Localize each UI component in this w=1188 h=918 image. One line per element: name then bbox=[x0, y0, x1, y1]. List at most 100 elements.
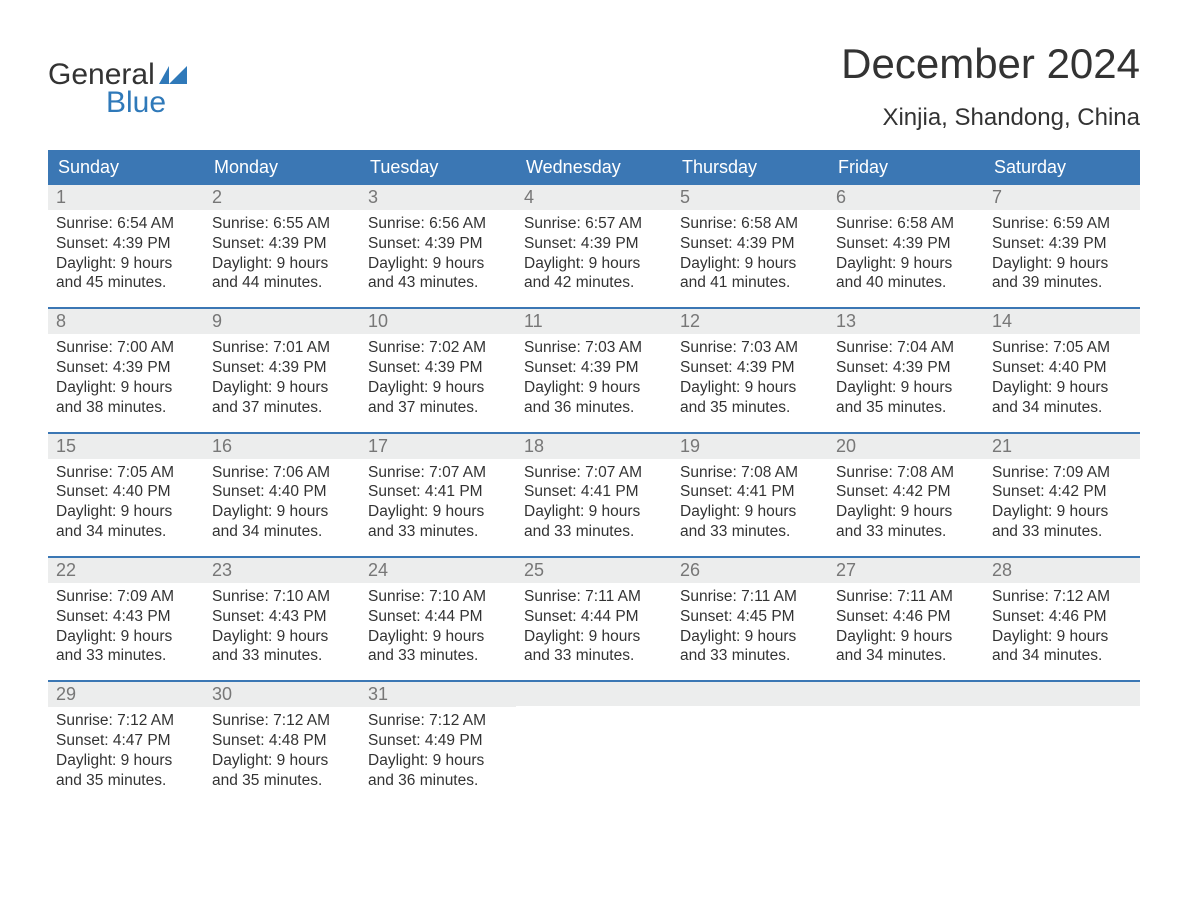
sunset-text: Sunset: 4:39 PM bbox=[212, 358, 352, 378]
calendar-cell: 6Sunrise: 6:58 AMSunset: 4:39 PMDaylight… bbox=[828, 185, 984, 307]
daynum-bar: 13 bbox=[828, 309, 984, 334]
weekday-header-row: Sunday Monday Tuesday Wednesday Thursday… bbox=[48, 150, 1140, 185]
d2-text: and 35 minutes. bbox=[56, 771, 196, 791]
daynum-bar: 29 bbox=[48, 682, 204, 707]
logo: General Blue bbox=[48, 40, 187, 120]
calendar-cell: 30Sunrise: 7:12 AMSunset: 4:48 PMDayligh… bbox=[204, 682, 360, 804]
sunrise-text: Sunrise: 6:58 AM bbox=[680, 214, 820, 234]
sunrise-text: Sunrise: 7:05 AM bbox=[56, 463, 196, 483]
cell-body: Sunrise: 7:05 AMSunset: 4:40 PMDaylight:… bbox=[984, 334, 1140, 417]
daynum-bar: 1 bbox=[48, 185, 204, 210]
d2-text: and 39 minutes. bbox=[992, 273, 1132, 293]
daynum-bar: 12 bbox=[672, 309, 828, 334]
sunrise-text: Sunrise: 7:12 AM bbox=[212, 711, 352, 731]
cell-body: Sunrise: 6:58 AMSunset: 4:39 PMDaylight:… bbox=[828, 210, 984, 293]
daynum-bar: 9 bbox=[204, 309, 360, 334]
d1-text: Daylight: 9 hours bbox=[992, 378, 1132, 398]
d2-text: and 34 minutes. bbox=[836, 646, 976, 666]
daynum-bar: 19 bbox=[672, 434, 828, 459]
d1-text: Daylight: 9 hours bbox=[368, 254, 508, 274]
sunset-text: Sunset: 4:44 PM bbox=[524, 607, 664, 627]
sunset-text: Sunset: 4:40 PM bbox=[992, 358, 1132, 378]
daynum-bar: 21 bbox=[984, 434, 1140, 459]
d2-text: and 34 minutes. bbox=[992, 646, 1132, 666]
calendar-cell: 9Sunrise: 7:01 AMSunset: 4:39 PMDaylight… bbox=[204, 309, 360, 431]
sunrise-text: Sunrise: 7:07 AM bbox=[368, 463, 508, 483]
calendar-cell: 23 Sunrise: 7:10 AMSunset: 4:43 PMDayligh… bbox=[204, 558, 360, 680]
sunset-text: Sunset: 4:43 PM bbox=[56, 607, 196, 627]
cell-body: Sunrise: 7:12 AMSunset: 4:46 PMDaylight:… bbox=[984, 583, 1140, 666]
daynum-bar: 5 bbox=[672, 185, 828, 210]
d2-text: and 34 minutes. bbox=[212, 522, 352, 542]
sunset-text: Sunset: 4:43 PM bbox=[212, 607, 352, 627]
sunset-text: Sunset: 4:39 PM bbox=[368, 358, 508, 378]
sunrise-text: Sunrise: 7:01 AM bbox=[212, 338, 352, 358]
d2-text: and 37 minutes. bbox=[212, 398, 352, 418]
cell-body: Sunrise: 7:02 AMSunset: 4:39 PMDaylight:… bbox=[360, 334, 516, 417]
d1-text: Daylight: 9 hours bbox=[56, 751, 196, 771]
d2-text: and 33 minutes. bbox=[524, 522, 664, 542]
sunset-text: Sunset: 4:39 PM bbox=[680, 358, 820, 378]
daynum-bar: 11 bbox=[516, 309, 672, 334]
calendar-cell bbox=[516, 682, 672, 804]
daynum-bar: 28 bbox=[984, 558, 1140, 583]
cell-body: Sunrise: 6:55 AMSunset: 4:39 PMDaylight:… bbox=[204, 210, 360, 293]
cell-body: Sunrise: 7:10 AMSunset: 4:43 PMDaylight:… bbox=[204, 583, 360, 666]
sunrise-text: Sunrise: 7:05 AM bbox=[992, 338, 1132, 358]
d1-text: Daylight: 9 hours bbox=[212, 254, 352, 274]
d2-text: and 33 minutes. bbox=[56, 646, 196, 666]
calendar-cell: 10Sunrise: 7:02 AMSunset: 4:39 PMDayligh… bbox=[360, 309, 516, 431]
sunset-text: Sunset: 4:41 PM bbox=[368, 482, 508, 502]
cell-body: Sunrise: 6:57 AMSunset: 4:39 PMDaylight:… bbox=[516, 210, 672, 293]
d2-text: and 36 minutes. bbox=[524, 398, 664, 418]
calendar-cell: 7Sunrise: 6:59 AMSunset: 4:39 PMDaylight… bbox=[984, 185, 1140, 307]
calendar-week: 15Sunrise: 7:05 AMSunset: 4:40 PMDayligh… bbox=[48, 432, 1140, 556]
d2-text: and 36 minutes. bbox=[368, 771, 508, 791]
day-number: 28 bbox=[992, 560, 1012, 580]
d1-text: Daylight: 9 hours bbox=[212, 502, 352, 522]
d2-text: and 35 minutes. bbox=[836, 398, 976, 418]
calendar-cell: 13Sunrise: 7:04 AMSunset: 4:39 PMDayligh… bbox=[828, 309, 984, 431]
d1-text: Daylight: 9 hours bbox=[836, 378, 976, 398]
cell-body: Sunrise: 7:01 AMSunset: 4:39 PMDaylight:… bbox=[204, 334, 360, 417]
d2-text: and 33 minutes. bbox=[368, 646, 508, 666]
calendar-cell: 31Sunrise: 7:12 AMSunset: 4:49 PMDayligh… bbox=[360, 682, 516, 804]
d1-text: Daylight: 9 hours bbox=[368, 751, 508, 771]
d2-text: and 44 minutes. bbox=[212, 273, 352, 293]
calendar-cell: 24Sunrise: 7:10 AMSunset: 4:44 PMDayligh… bbox=[360, 558, 516, 680]
daynum-bar: 24 bbox=[360, 558, 516, 583]
day-number: 25 bbox=[524, 560, 544, 580]
d1-text: Daylight: 9 hours bbox=[836, 502, 976, 522]
sunrise-text: Sunrise: 7:12 AM bbox=[368, 711, 508, 731]
daynum-bar: 6 bbox=[828, 185, 984, 210]
daynum-bar: 7 bbox=[984, 185, 1140, 210]
weekday-header: Monday bbox=[204, 150, 360, 185]
day-number: 31 bbox=[368, 684, 388, 704]
daynum-bar bbox=[984, 682, 1140, 706]
cell-body: Sunrise: 6:54 AMSunset: 4:39 PMDaylight:… bbox=[48, 210, 204, 293]
sunset-text: Sunset: 4:45 PM bbox=[680, 607, 820, 627]
sunset-text: Sunset: 4:39 PM bbox=[524, 358, 664, 378]
sunset-text: Sunset: 4:40 PM bbox=[56, 482, 196, 502]
daynum-bar: 16 bbox=[204, 434, 360, 459]
sunrise-text: Sunrise: 7:09 AM bbox=[992, 463, 1132, 483]
calendar-week: 22Sunrise: 7:09 AMSunset: 4:43 PMDayligh… bbox=[48, 556, 1140, 680]
calendar-cell: 16Sunrise: 7:06 AMSunset: 4:40 PMDayligh… bbox=[204, 434, 360, 556]
sunset-text: Sunset: 4:42 PM bbox=[992, 482, 1132, 502]
calendar-cell: 18Sunrise: 7:07 AMSunset: 4:41 PMDayligh… bbox=[516, 434, 672, 556]
sunrise-text: Sunrise: 7:08 AM bbox=[680, 463, 820, 483]
calendar-cell: 21Sunrise: 7:09 AMSunset: 4:42 PMDayligh… bbox=[984, 434, 1140, 556]
calendar-cell: 3Sunrise: 6:56 AMSunset: 4:39 PMDaylight… bbox=[360, 185, 516, 307]
d1-text: Daylight: 9 hours bbox=[680, 378, 820, 398]
d1-text: Daylight: 9 hours bbox=[56, 378, 196, 398]
d2-text: and 38 minutes. bbox=[56, 398, 196, 418]
sunrise-text: Sunrise: 7:00 AM bbox=[56, 338, 196, 358]
d1-text: Daylight: 9 hours bbox=[836, 254, 976, 274]
d1-text: Daylight: 9 hours bbox=[368, 378, 508, 398]
cell-body: Sunrise: 7:10 AMSunset: 4:44 PMDaylight:… bbox=[360, 583, 516, 666]
daynum-bar: 8 bbox=[48, 309, 204, 334]
calendar: Sunday Monday Tuesday Wednesday Thursday… bbox=[48, 150, 1140, 805]
day-number: 23 bbox=[212, 560, 232, 580]
sunset-text: Sunset: 4:39 PM bbox=[368, 234, 508, 254]
d2-text: and 40 minutes. bbox=[836, 273, 976, 293]
